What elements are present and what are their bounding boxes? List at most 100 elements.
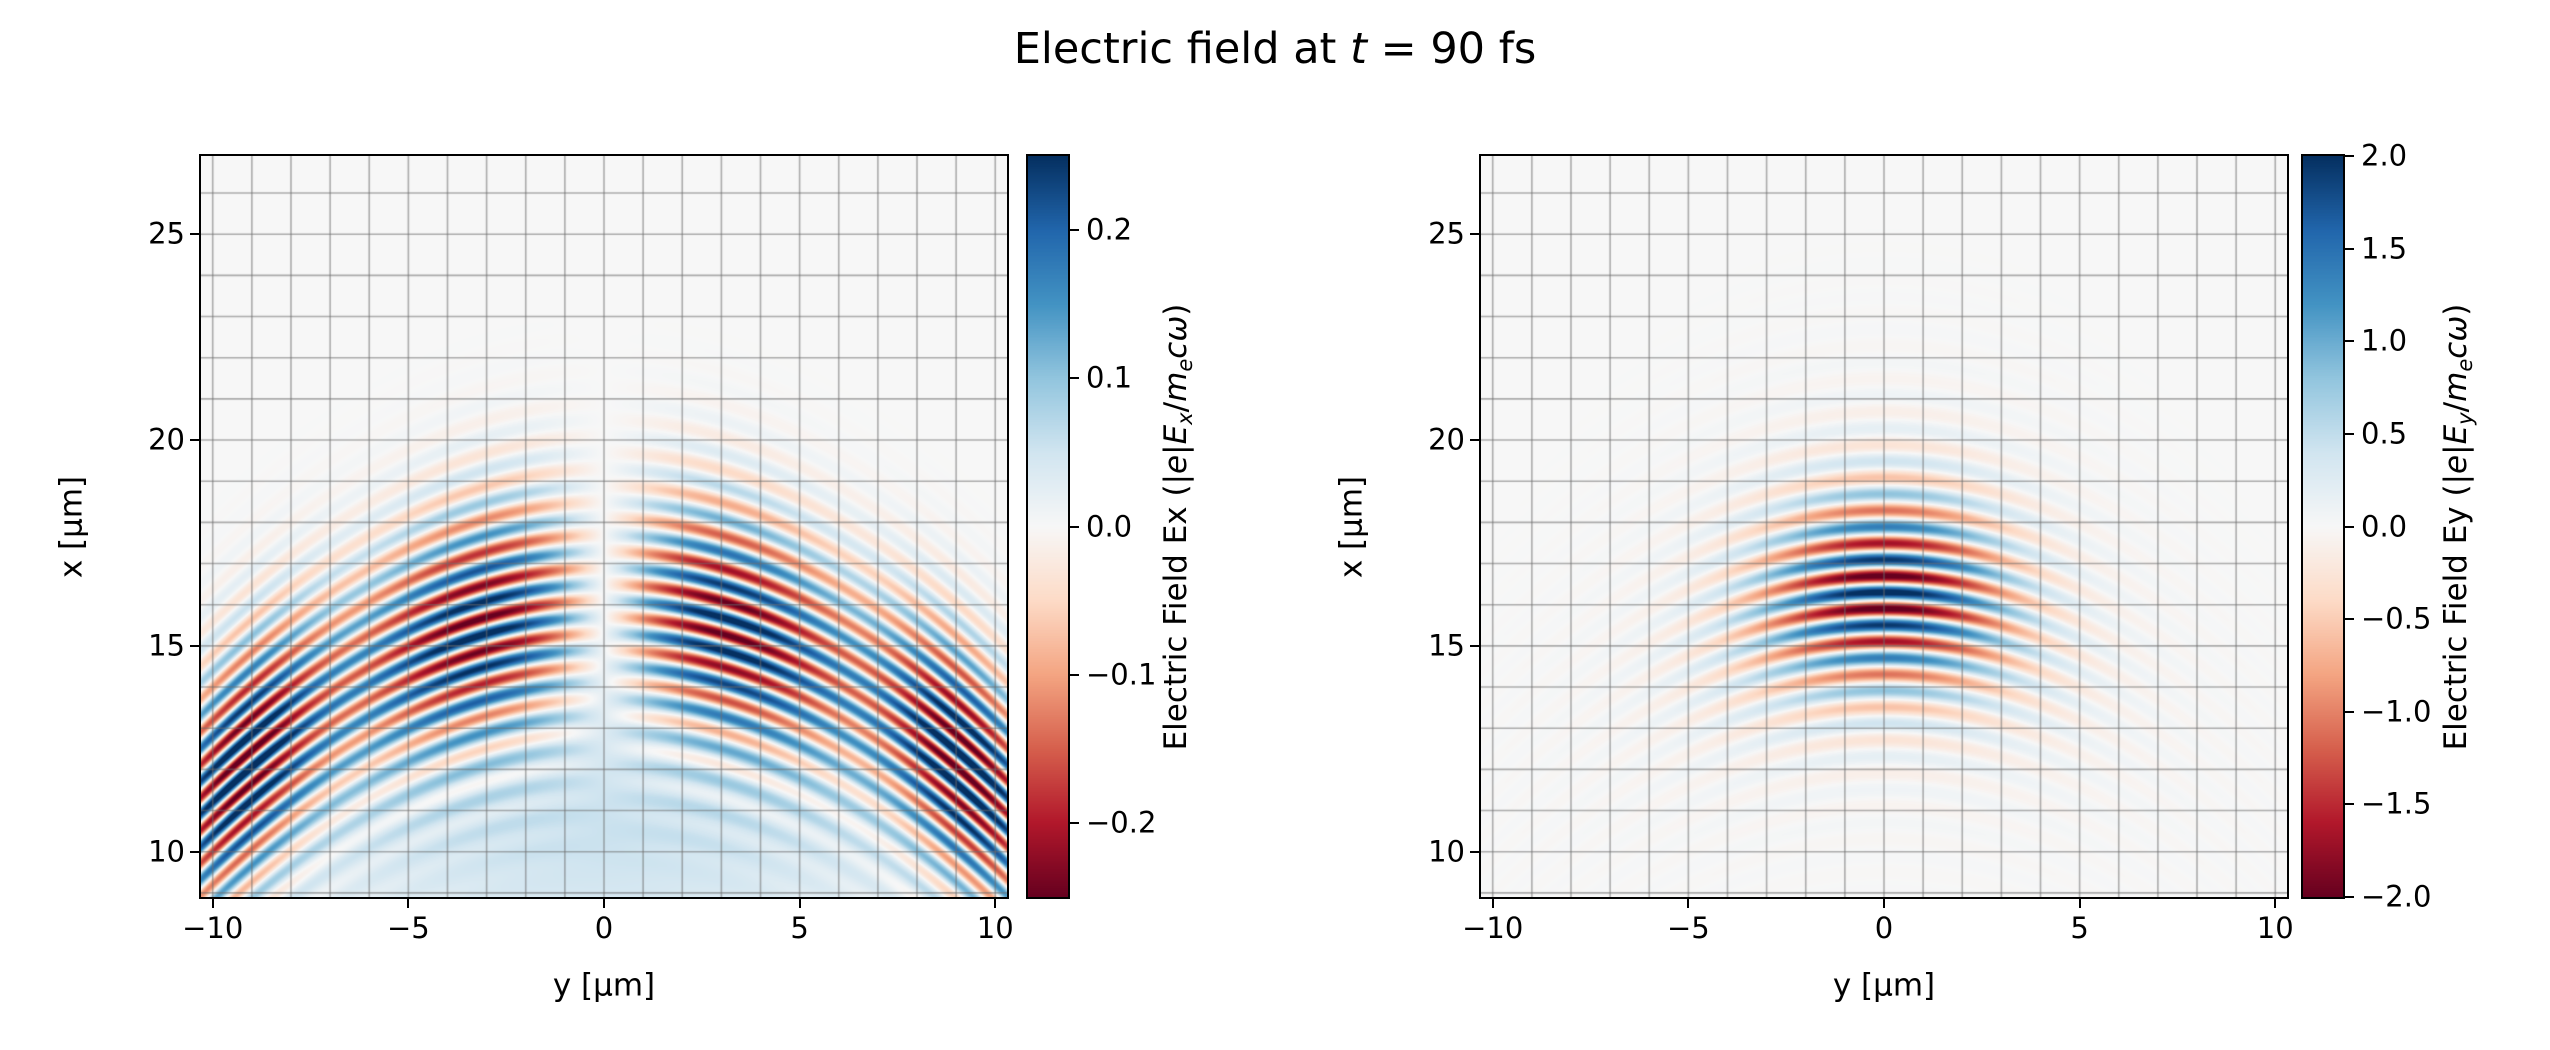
colorbar-tick-mark	[2345, 247, 2354, 250]
x-tick-mark	[1491, 899, 1494, 908]
colorbar-label-part: y	[2451, 411, 2477, 425]
ey-heatmap-canvas	[1481, 156, 2287, 897]
x-tick-label: −10	[1462, 911, 1524, 945]
colorbar-ex	[1026, 154, 1070, 899]
y-tick-label: 10	[148, 834, 185, 869]
colorbar-label-part: /	[1158, 401, 1195, 412]
colorbar-tick-label: 0.1	[1086, 360, 1133, 395]
colorbar-tick-mark	[1070, 377, 1079, 380]
colorbar-gradient-ey	[2303, 156, 2343, 897]
colorbar-gradient-ex	[1028, 156, 1068, 897]
colorbar-tick-label: 1.0	[2361, 323, 2408, 358]
y-tick-label: 25	[1428, 216, 1465, 251]
x-tick-label: 5	[2070, 911, 2089, 945]
y-tick-mark	[190, 233, 199, 236]
y-axis-label-ex: x [μm]	[53, 475, 90, 578]
y-tick-mark	[1470, 850, 1479, 853]
x-tick-mark	[2274, 899, 2277, 908]
colorbar-tick-label: −0.2	[1086, 805, 1157, 840]
y-tick-label: 15	[1428, 628, 1465, 663]
colorbar-label-part: e	[1158, 454, 1195, 474]
colorbar-tick-label: 0.5	[2361, 416, 2408, 451]
colorbar-label-part: c	[2438, 341, 2475, 359]
y-tick-mark	[1470, 233, 1479, 236]
x-tick-mark	[798, 899, 801, 908]
y-tick-mark	[190, 439, 199, 442]
figure-title-suffix: = 90 fs	[1366, 24, 1537, 74]
colorbar-tick-label: −1.0	[2361, 694, 2432, 729]
colorbar-label-part: /	[2438, 401, 2475, 412]
colorbar-tick-mark	[2345, 803, 2354, 806]
figure-title: Electric field at t = 90 fs	[0, 24, 2550, 76]
x-tick-label: −10	[182, 911, 244, 945]
panel-ex-plot-area	[199, 154, 1009, 899]
colorbar-tick-mark	[1070, 525, 1079, 528]
colorbar-tick-mark	[2345, 618, 2354, 621]
colorbar-tick-mark	[1070, 821, 1079, 824]
colorbar-tick-mark	[2345, 525, 2354, 528]
colorbar-label-part: e	[1171, 358, 1197, 372]
colorbar-tick-mark	[1070, 673, 1079, 676]
colorbar-label-part: E	[2438, 424, 2475, 444]
x-tick-mark	[2078, 899, 2081, 908]
figure-title-variable: t	[1350, 24, 1367, 74]
colorbar-tick-mark	[2345, 155, 2354, 157]
colorbar-tick-mark	[2345, 896, 2354, 898]
colorbar-label-part: |	[2438, 443, 2475, 455]
x-tick-label: 10	[976, 911, 1014, 945]
colorbar-ey	[2301, 154, 2345, 899]
colorbar-label-ey: Electric Field Ey (|e|Ey/mecω)	[2438, 303, 2477, 750]
colorbar-label-part: E	[1158, 424, 1195, 444]
y-tick-label: 20	[1428, 422, 1465, 457]
colorbar-label-part: e	[2438, 454, 2475, 474]
y-tick-mark	[1470, 644, 1479, 647]
colorbar-tick-label: −0.5	[2361, 601, 2432, 636]
colorbar-label-part: m	[1158, 371, 1195, 402]
x-tick-label: 5	[790, 911, 809, 945]
colorbar-tick-mark	[2345, 710, 2354, 713]
colorbar-label-part: m	[2438, 371, 2475, 402]
y-axis-label-ey: x [μm]	[1333, 475, 1370, 578]
x-tick-label: −5	[1666, 911, 1710, 945]
x-tick-mark	[603, 899, 605, 908]
colorbar-tick-label: −0.1	[1086, 657, 1157, 692]
colorbar-label-part: )	[1158, 303, 1195, 316]
colorbar-tick-label: 1.5	[2361, 231, 2408, 266]
colorbar-label-ex: Electric Field Ex (|e|Ex/mecω)	[1158, 303, 1197, 750]
colorbar-tick-mark	[2345, 340, 2354, 343]
x-tick-mark	[1883, 899, 1885, 908]
colorbar-tick-label: 2.0	[2361, 138, 2408, 173]
panel-ey-plot-area	[1479, 154, 2289, 899]
colorbar-label-part: )	[2438, 303, 2475, 316]
x-tick-label: −5	[386, 911, 430, 945]
x-tick-label: 10	[2256, 911, 2294, 945]
x-tick-mark	[407, 899, 410, 908]
colorbar-tick-mark	[2345, 432, 2354, 435]
x-tick-mark	[211, 899, 214, 908]
figure-title-prefix: Electric field at	[1013, 24, 1351, 74]
x-tick-label: 0	[594, 911, 614, 945]
y-tick-mark	[190, 850, 199, 853]
x-tick-label: 0	[1874, 911, 1894, 945]
colorbar-tick-label: −1.5	[2361, 786, 2432, 821]
x-axis-label-ey: y [μm]	[1832, 967, 1936, 1004]
y-tick-label: 10	[1428, 834, 1465, 869]
colorbar-tick-label: 0.0	[1086, 509, 1133, 543]
colorbar-tick-label: 0.2	[1086, 212, 1133, 247]
ex-heatmap-canvas	[201, 156, 1007, 897]
colorbar-label-part: Electric Field Ex (|	[1158, 473, 1195, 750]
colorbar-label-part: |	[1158, 443, 1195, 455]
colorbar-label-part: c	[1158, 341, 1195, 359]
x-axis-label-ex: y [μm]	[552, 967, 656, 1004]
y-tick-mark	[1470, 439, 1479, 442]
colorbar-label-part: ω	[2438, 315, 2475, 342]
colorbar-tick-label: −2.0	[2361, 879, 2432, 914]
x-tick-mark	[994, 899, 997, 908]
colorbar-tick-label: 0.0	[2361, 509, 2408, 543]
y-tick-mark	[190, 644, 199, 647]
colorbar-label-part: e	[2451, 358, 2477, 372]
colorbar-tick-mark	[1070, 229, 1079, 232]
colorbar-label-part: Electric Field Ey (|	[2438, 473, 2475, 750]
y-tick-label: 25	[148, 216, 185, 251]
